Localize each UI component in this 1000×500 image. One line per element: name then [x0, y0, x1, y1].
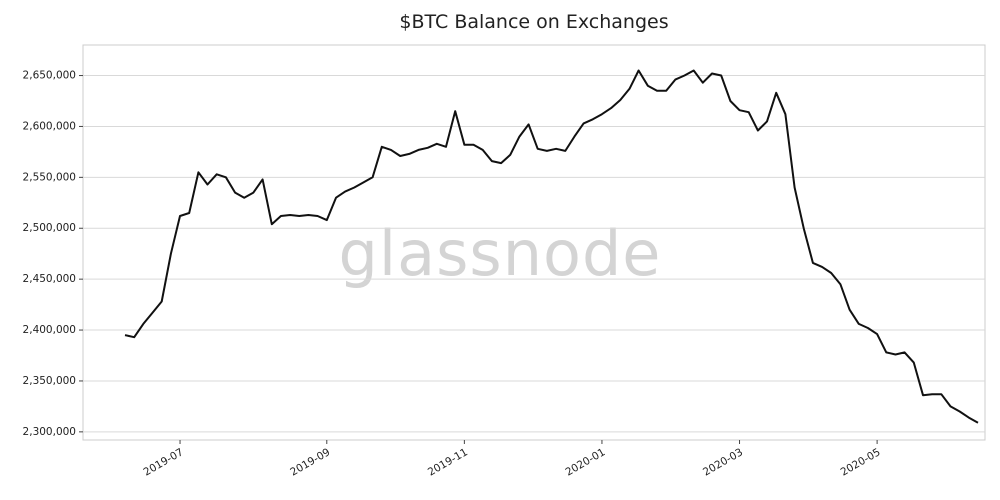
x-tick-label: 2020-05 — [839, 446, 883, 478]
y-tick-label: 2,550,000 — [23, 171, 76, 183]
y-tick-label: 2,650,000 — [23, 70, 76, 82]
y-tick-label: 2,600,000 — [23, 120, 76, 132]
chart-title: $BTC Balance on Exchanges — [399, 11, 668, 33]
x-tick-label: 2020-03 — [701, 446, 745, 478]
plot-frame — [82, 44, 986, 441]
x-tick-label: 2019-11 — [426, 446, 470, 478]
y-tick-label: 2,300,000 — [23, 426, 76, 438]
x-tick-label: 2019-09 — [288, 446, 332, 478]
x-tick-label: 2019-07 — [142, 446, 186, 478]
y-tick-label: 2,500,000 — [23, 222, 76, 234]
data-line — [124, 69, 979, 424]
y-tick-label: 2,450,000 — [23, 273, 76, 285]
y-tick-label: 2,350,000 — [23, 375, 76, 387]
y-tick-label: 2,400,000 — [23, 324, 76, 336]
watermark: glassnode — [339, 217, 662, 290]
x-tick-label: 2020-01 — [563, 446, 607, 478]
